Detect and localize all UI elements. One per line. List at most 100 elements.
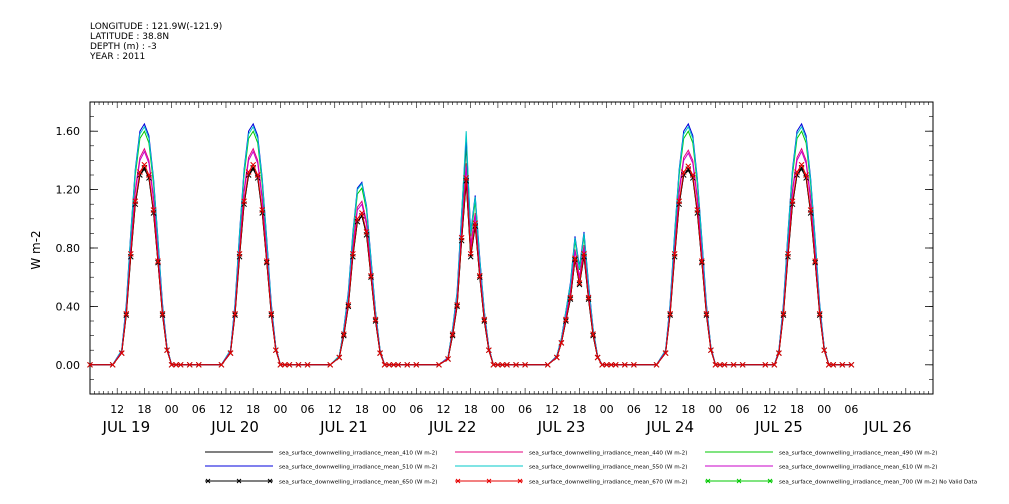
data-point — [689, 172, 696, 178]
data-point — [544, 361, 551, 368]
x-tick-label: 12 — [110, 403, 124, 416]
data-point — [381, 361, 388, 368]
x-tick-label: 00 — [708, 403, 722, 416]
data-point — [254, 172, 261, 178]
data-point — [603, 361, 610, 368]
data-point — [454, 302, 460, 308]
data-point — [680, 169, 687, 175]
x-tick-label: 00 — [382, 403, 396, 416]
data-point — [572, 255, 578, 262]
data-point — [372, 316, 379, 323]
data-point — [780, 310, 787, 317]
data-point — [771, 361, 778, 368]
data-point — [789, 198, 796, 205]
data-point — [794, 169, 800, 175]
data-point — [730, 361, 737, 368]
data-point — [377, 350, 383, 356]
data-point — [739, 361, 746, 368]
data-point — [590, 331, 596, 337]
depth-label: DEPTH (m) : -3 — [90, 42, 157, 52]
x-tick-label: 18 — [464, 403, 478, 416]
data-point — [336, 354, 343, 361]
data-point — [263, 258, 270, 264]
series-line — [90, 166, 852, 366]
x-tick-label: 00 — [273, 403, 287, 416]
data-point — [522, 361, 528, 368]
data-point — [340, 331, 347, 337]
legend-marker — [767, 478, 773, 484]
x-tick-label: 06 — [518, 403, 532, 416]
x-tick-label: 06 — [627, 403, 641, 416]
data-point — [490, 361, 497, 368]
x-tick-label: 12 — [763, 403, 777, 416]
data-point — [150, 207, 157, 213]
legend-marker — [455, 478, 461, 484]
data-point — [173, 361, 179, 368]
series-layer — [87, 124, 855, 368]
x-tick-label: 18 — [246, 403, 260, 416]
x-tick-label: 12 — [654, 403, 668, 416]
latitude-label: LATITUDE : 38.8N — [90, 32, 170, 42]
x-tick-label: 06 — [736, 403, 750, 416]
data-point — [825, 361, 832, 368]
data-point — [123, 310, 130, 317]
legend-marker — [486, 478, 492, 484]
legend: sea_surface_downwelling_irradiance_mean_… — [205, 451, 977, 486]
legend-label: sea_surface_downwelling_irradiance_mean_… — [529, 480, 687, 486]
x-tick-label: 06 — [409, 403, 423, 416]
data-point — [594, 354, 601, 361]
x-day-label: JUL 21 — [319, 418, 368, 436]
data-point — [485, 347, 492, 354]
data-point — [245, 169, 252, 175]
data-point — [218, 361, 225, 368]
data-point — [762, 361, 769, 368]
legend-marker — [705, 478, 711, 484]
data-point — [413, 361, 420, 368]
x-day-label: JUL 22 — [428, 418, 477, 436]
data-point — [386, 361, 392, 368]
data-point — [227, 350, 234, 356]
data-point — [839, 361, 846, 368]
data-point — [671, 250, 678, 257]
data-point — [631, 361, 637, 368]
data-point — [499, 361, 506, 368]
x-day-label: JUL 24 — [645, 418, 694, 436]
data-point — [848, 361, 855, 368]
data-point — [286, 361, 293, 368]
data-point — [803, 172, 809, 178]
data-point — [345, 302, 352, 308]
data-point — [87, 361, 93, 368]
x-tick-label: 00 — [600, 403, 614, 416]
data-point — [155, 258, 161, 264]
legend-label: sea_surface_downwelling_irradiance_mean_… — [279, 451, 437, 457]
data-point — [282, 361, 288, 368]
series-line — [90, 163, 852, 366]
data-point — [576, 280, 583, 286]
legend-label: sea_surface_downwelling_irradiance_mean_… — [779, 465, 937, 471]
x-day-label: JUL 19 — [102, 418, 151, 436]
legend-marker — [236, 478, 242, 484]
data-point — [576, 281, 583, 288]
data-point — [118, 350, 125, 356]
x-tick-label: 18 — [137, 403, 151, 416]
data-point — [295, 361, 302, 368]
data-point — [268, 310, 275, 317]
x-tick-label: 06 — [844, 403, 858, 416]
legend-label: sea_surface_downwelling_irradiance_mean_… — [279, 465, 437, 471]
x-tick-label: 18 — [681, 403, 695, 416]
x-tick-label: 12 — [219, 403, 233, 416]
legend-label: sea_surface_downwelling_irradiance_mean_… — [779, 451, 937, 457]
data-point — [304, 361, 311, 368]
data-point — [667, 310, 673, 317]
data-point — [168, 361, 175, 368]
data-point — [259, 207, 266, 213]
data-point — [776, 350, 782, 356]
data-point — [830, 361, 837, 368]
data-point — [785, 250, 791, 257]
longitude-label: LONGITUDE : 121.9W(-121.9) — [90, 22, 223, 32]
x-tick-label: 06 — [301, 403, 315, 416]
data-point — [685, 163, 692, 170]
data-point — [449, 331, 456, 337]
data-point — [177, 361, 184, 368]
data-point — [186, 361, 193, 368]
